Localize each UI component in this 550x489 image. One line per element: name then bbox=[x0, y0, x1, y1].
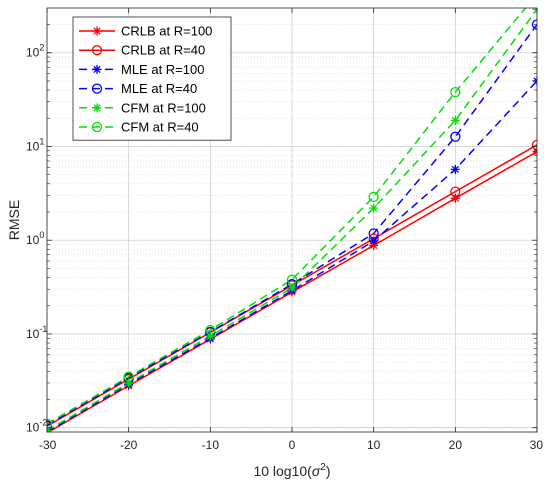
legend-marker-3 bbox=[92, 64, 102, 74]
x-tick-label: 30 bbox=[530, 438, 544, 452]
data-point-6-1 bbox=[47, 418, 53, 429]
x-tick-label: 10 bbox=[367, 438, 381, 452]
legend-label-1: CRLB at R=100 bbox=[121, 24, 212, 39]
series-line-4 bbox=[47, 24, 537, 426]
y-tick-base: 10 bbox=[26, 327, 40, 341]
data-point-4-7 bbox=[531, 19, 537, 30]
y-axis-label: RMSE bbox=[6, 200, 22, 240]
y-tick-label: 100 bbox=[26, 230, 44, 247]
data-point-3-5 bbox=[369, 236, 379, 246]
marker-group bbox=[47, 8, 537, 432]
x-tick-label: 0 bbox=[289, 438, 296, 452]
data-point-5-5 bbox=[369, 203, 379, 213]
data-point-6-4 bbox=[286, 274, 298, 285]
y-tick-label: 101 bbox=[26, 136, 44, 153]
y-tick-base: 10 bbox=[26, 139, 40, 153]
data-point-6-3 bbox=[205, 324, 216, 336]
ticks bbox=[46, 8, 538, 433]
legend-marker-1 bbox=[92, 26, 102, 36]
x-tick-label: -10 bbox=[202, 438, 220, 452]
x-axis-label: 10 log10(σ2) bbox=[253, 462, 330, 479]
legend-box bbox=[72, 16, 232, 141]
legend-label-6: CFM at R=40 bbox=[121, 120, 199, 135]
data-point-5-4 bbox=[287, 283, 297, 293]
y-tick-base: 10 bbox=[26, 46, 40, 60]
x-tick-label: -20 bbox=[120, 438, 138, 452]
y-tick-label: 10-1 bbox=[26, 324, 47, 341]
y-tick-base: 10 bbox=[26, 421, 40, 435]
y-tick-exponent: 1 bbox=[39, 136, 44, 146]
series-line-6 bbox=[47, 8, 527, 425]
x-axis-label-sigma: σ bbox=[312, 463, 321, 479]
x-tick-label: 20 bbox=[449, 438, 463, 452]
legend-marker-2 bbox=[91, 45, 103, 56]
data-point-3-6 bbox=[450, 164, 460, 174]
y-tick-exponent: -1 bbox=[39, 324, 47, 334]
legend-marker-6 bbox=[91, 121, 103, 133]
legend-label-4: MLE at R=40 bbox=[121, 81, 197, 96]
legend-label-3: MLE at R=100 bbox=[121, 62, 204, 77]
y-tick-label: 10-2 bbox=[26, 418, 47, 435]
data-point-5-2 bbox=[124, 378, 134, 388]
x-tick-label: -30 bbox=[39, 438, 57, 452]
x-axis-label-prefix: 10 log10( bbox=[253, 463, 312, 479]
legend: CRLB at R=100 CRLB at R=40 MLE at R=100 MLE… bbox=[72, 16, 232, 141]
data-point-6-5 bbox=[368, 191, 379, 203]
data-point-5-3 bbox=[205, 331, 215, 341]
y-tick-exponent: -2 bbox=[39, 418, 47, 428]
data-point-5-6 bbox=[450, 115, 460, 125]
data-point-4-5 bbox=[368, 228, 379, 239]
y-tick-base: 10 bbox=[26, 233, 40, 247]
data-point-1-6 bbox=[450, 193, 460, 203]
data-point-2-7 bbox=[531, 139, 537, 151]
data-point-6-2 bbox=[123, 371, 134, 382]
data-point-2-6 bbox=[450, 186, 461, 197]
y-tick-exponent: 0 bbox=[39, 230, 44, 240]
data-point-4-6 bbox=[450, 131, 461, 142]
legend-marker-5 bbox=[92, 103, 102, 113]
x-axis-label-suffix: ) bbox=[326, 463, 331, 479]
legend-marker-4 bbox=[91, 83, 103, 94]
y-tick-label: 102 bbox=[26, 43, 44, 60]
y-tick-exponent: 2 bbox=[39, 43, 44, 53]
legend-label-2: CRLB at R=40 bbox=[121, 43, 205, 58]
legend-label-5: CFM at R=100 bbox=[121, 100, 206, 115]
x-axis-label-exp: 2 bbox=[320, 462, 326, 473]
data-point-6-6 bbox=[450, 86, 461, 98]
